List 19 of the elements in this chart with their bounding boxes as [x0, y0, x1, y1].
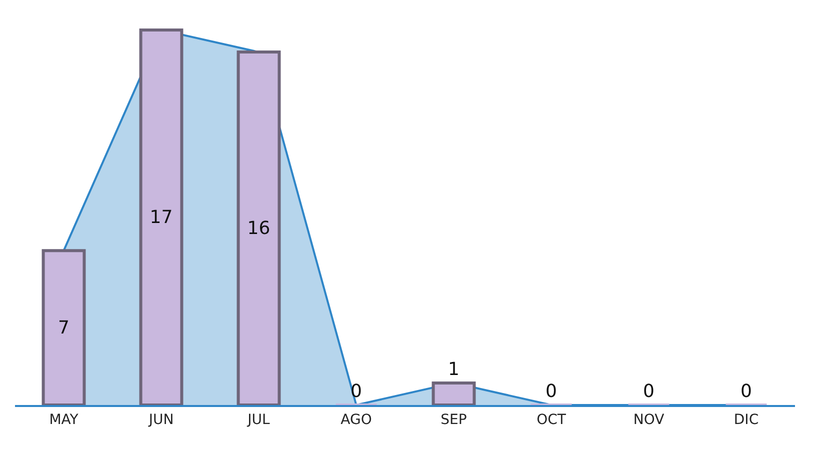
x-tick-label: JUL [246, 412, 270, 428]
x-tick-label: SEP [440, 412, 467, 428]
data-label: 7 [58, 317, 70, 338]
data-label: 17 [150, 207, 173, 228]
x-tick-label: DIC [734, 412, 759, 428]
data-label: 0 [740, 381, 752, 402]
bar [432, 381, 476, 405]
x-tick-label: MAY [49, 412, 79, 428]
bar [236, 50, 281, 405]
bar [42, 249, 86, 405]
data-label: 16 [247, 218, 270, 240]
x-tick-label: JUN [148, 412, 174, 428]
x-tick-label: NOV [633, 412, 665, 428]
data-label: 0 [546, 381, 557, 402]
x-tick-label: OCT [536, 412, 566, 428]
x-tick-label: AGO [340, 412, 372, 428]
data-label: 0 [643, 381, 654, 402]
data-label: 1 [448, 358, 460, 380]
bar [139, 28, 184, 405]
